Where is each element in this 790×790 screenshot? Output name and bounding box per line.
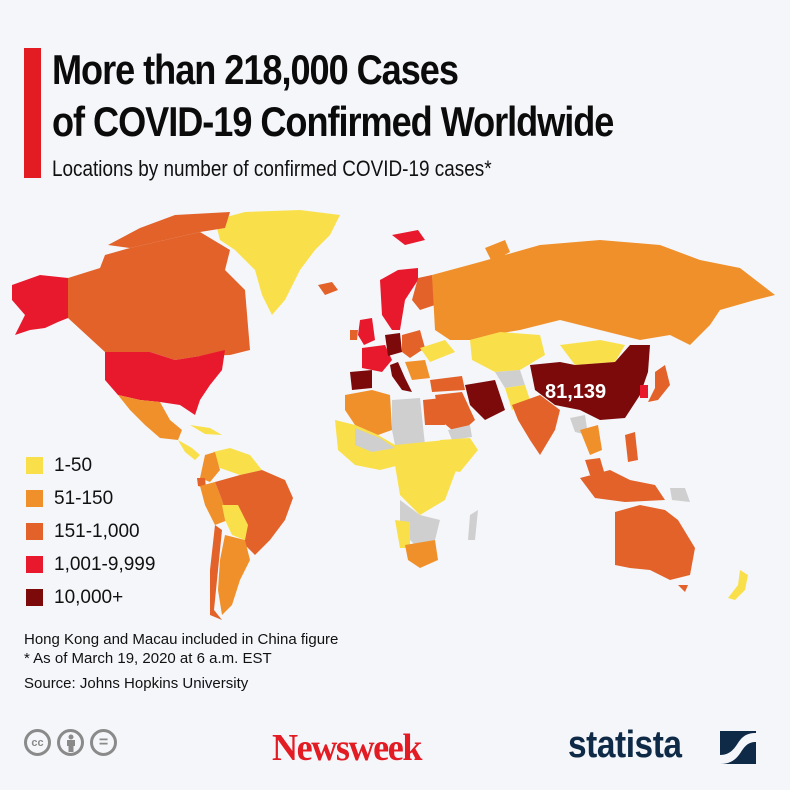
- no-derivatives-icon: =: [90, 729, 117, 756]
- region-philippines: [625, 432, 638, 462]
- region-bolivia: [222, 505, 248, 540]
- region-madagascar-nodata: [468, 510, 478, 540]
- person-icon: [66, 734, 75, 752]
- region-ukraine: [420, 340, 455, 362]
- region-malaysia: [585, 458, 605, 475]
- region-korea: [640, 385, 648, 398]
- region-australia: [615, 505, 695, 580]
- legend: 1-50 51-150 151-1,000 1,001-9,999 10,000…: [26, 449, 155, 614]
- region-namibia: [395, 520, 410, 548]
- legend-swatch: [26, 556, 43, 573]
- region-morocco-algeria: [345, 390, 392, 435]
- region-tasmania: [678, 585, 688, 592]
- legend-swatch: [26, 523, 43, 540]
- title-accent-bar: [24, 48, 41, 178]
- region-indonesia: [580, 470, 665, 502]
- creative-commons-icons: cc =: [24, 729, 117, 756]
- region-afghanistan: [505, 385, 530, 410]
- legend-label: 1-50: [54, 454, 93, 476]
- region-south-africa: [405, 540, 438, 568]
- region-chile: [210, 525, 222, 620]
- legend-swatch: [26, 490, 43, 507]
- legend-label: 151-1,000: [54, 520, 140, 542]
- china-case-count-label: 81,139: [545, 381, 606, 403]
- region-colombia-venezuela: [213, 448, 262, 475]
- legend-item-51-150: 51-150: [26, 482, 155, 515]
- region-france: [362, 345, 392, 372]
- region-germany: [385, 333, 402, 356]
- region-russia: [432, 240, 775, 345]
- newsweek-logo: Newsweek: [272, 727, 422, 769]
- title-line-2: of COVID-19 Confirmed Worldwide: [52, 98, 614, 145]
- region-greenland: [215, 210, 340, 315]
- region-colombia: [200, 452, 220, 482]
- region-italy: [390, 362, 412, 392]
- title-line-1: More than 218,000 Cases: [52, 46, 459, 93]
- region-peru: [200, 482, 228, 525]
- world-map: 81,139: [12, 210, 775, 620]
- region-usa: [105, 350, 225, 415]
- legend-label: 10,000+: [54, 586, 124, 608]
- region-iceland: [318, 282, 338, 295]
- region-japan: [648, 365, 670, 402]
- page-subtitle: Locations by number of confirmed COVID-1…: [52, 156, 492, 181]
- region-spain: [350, 370, 372, 390]
- region-central-asia-nodata: [495, 370, 525, 388]
- region-russia-north-island: [485, 240, 510, 262]
- region-eastern-europe: [402, 330, 425, 358]
- region-canada-islands: [108, 212, 230, 248]
- region-thailand: [580, 425, 602, 455]
- region-iran: [465, 380, 505, 420]
- region-mexico: [118, 395, 182, 440]
- legend-item-1-50: 1-50: [26, 449, 155, 482]
- region-north-africa-nodata: [392, 398, 425, 445]
- footnotes: Hong Kong and Macau included in China fi…: [24, 630, 338, 693]
- statista-mark-icon: [720, 731, 756, 764]
- region-argentina: [218, 535, 250, 615]
- region-ireland: [350, 330, 358, 340]
- region-yemen-nodata: [448, 425, 472, 440]
- note-as-of-date: * As of March 19, 2020 at 6 a.m. EST: [24, 650, 272, 667]
- region-egypt: [423, 398, 445, 425]
- region-uk: [358, 318, 375, 345]
- region-mongolia: [560, 340, 625, 365]
- region-scandinavia: [380, 268, 418, 330]
- region-alaska: [12, 275, 68, 335]
- source-note: Source: Johns Hopkins University: [24, 675, 249, 692]
- cc-icon: cc: [24, 729, 51, 756]
- legend-label: 1,001-9,999: [54, 553, 156, 575]
- legend-item-1001-9999: 1,001-9,999: [26, 548, 155, 581]
- region-new-zealand: [728, 570, 748, 600]
- region-canada: [68, 232, 250, 360]
- note-hong-kong-macau: Hong Kong and Macau included in China fi…: [24, 631, 339, 648]
- page-title: More than 218,000 Cases of COVID-19 Conf…: [52, 44, 614, 148]
- region-china: [530, 345, 650, 420]
- region-central-africa: [395, 440, 458, 515]
- region-central-america: [178, 440, 200, 460]
- region-turkey: [430, 376, 465, 392]
- attribution-icon: [57, 729, 84, 756]
- legend-item-10000-plus: 10,000+: [26, 581, 155, 614]
- legend-item-151-1000: 151-1,000: [26, 515, 155, 548]
- region-east-africa: [440, 438, 478, 472]
- region-finland: [412, 275, 435, 310]
- region-brazil: [215, 470, 293, 555]
- region-sahel-nodata: [355, 428, 395, 452]
- region-india: [512, 395, 560, 455]
- region-kazakhstan: [470, 332, 545, 372]
- legend-swatch: [26, 457, 43, 474]
- region-saudi-arabia: [435, 392, 475, 435]
- statista-logo: statista: [568, 724, 682, 766]
- region-caribbean: [190, 425, 222, 435]
- region-balkans: [405, 360, 430, 380]
- region-png-nodata: [670, 488, 690, 502]
- legend-swatch: [26, 589, 43, 606]
- legend-label: 51-150: [54, 487, 114, 509]
- region-svalbard: [392, 230, 425, 245]
